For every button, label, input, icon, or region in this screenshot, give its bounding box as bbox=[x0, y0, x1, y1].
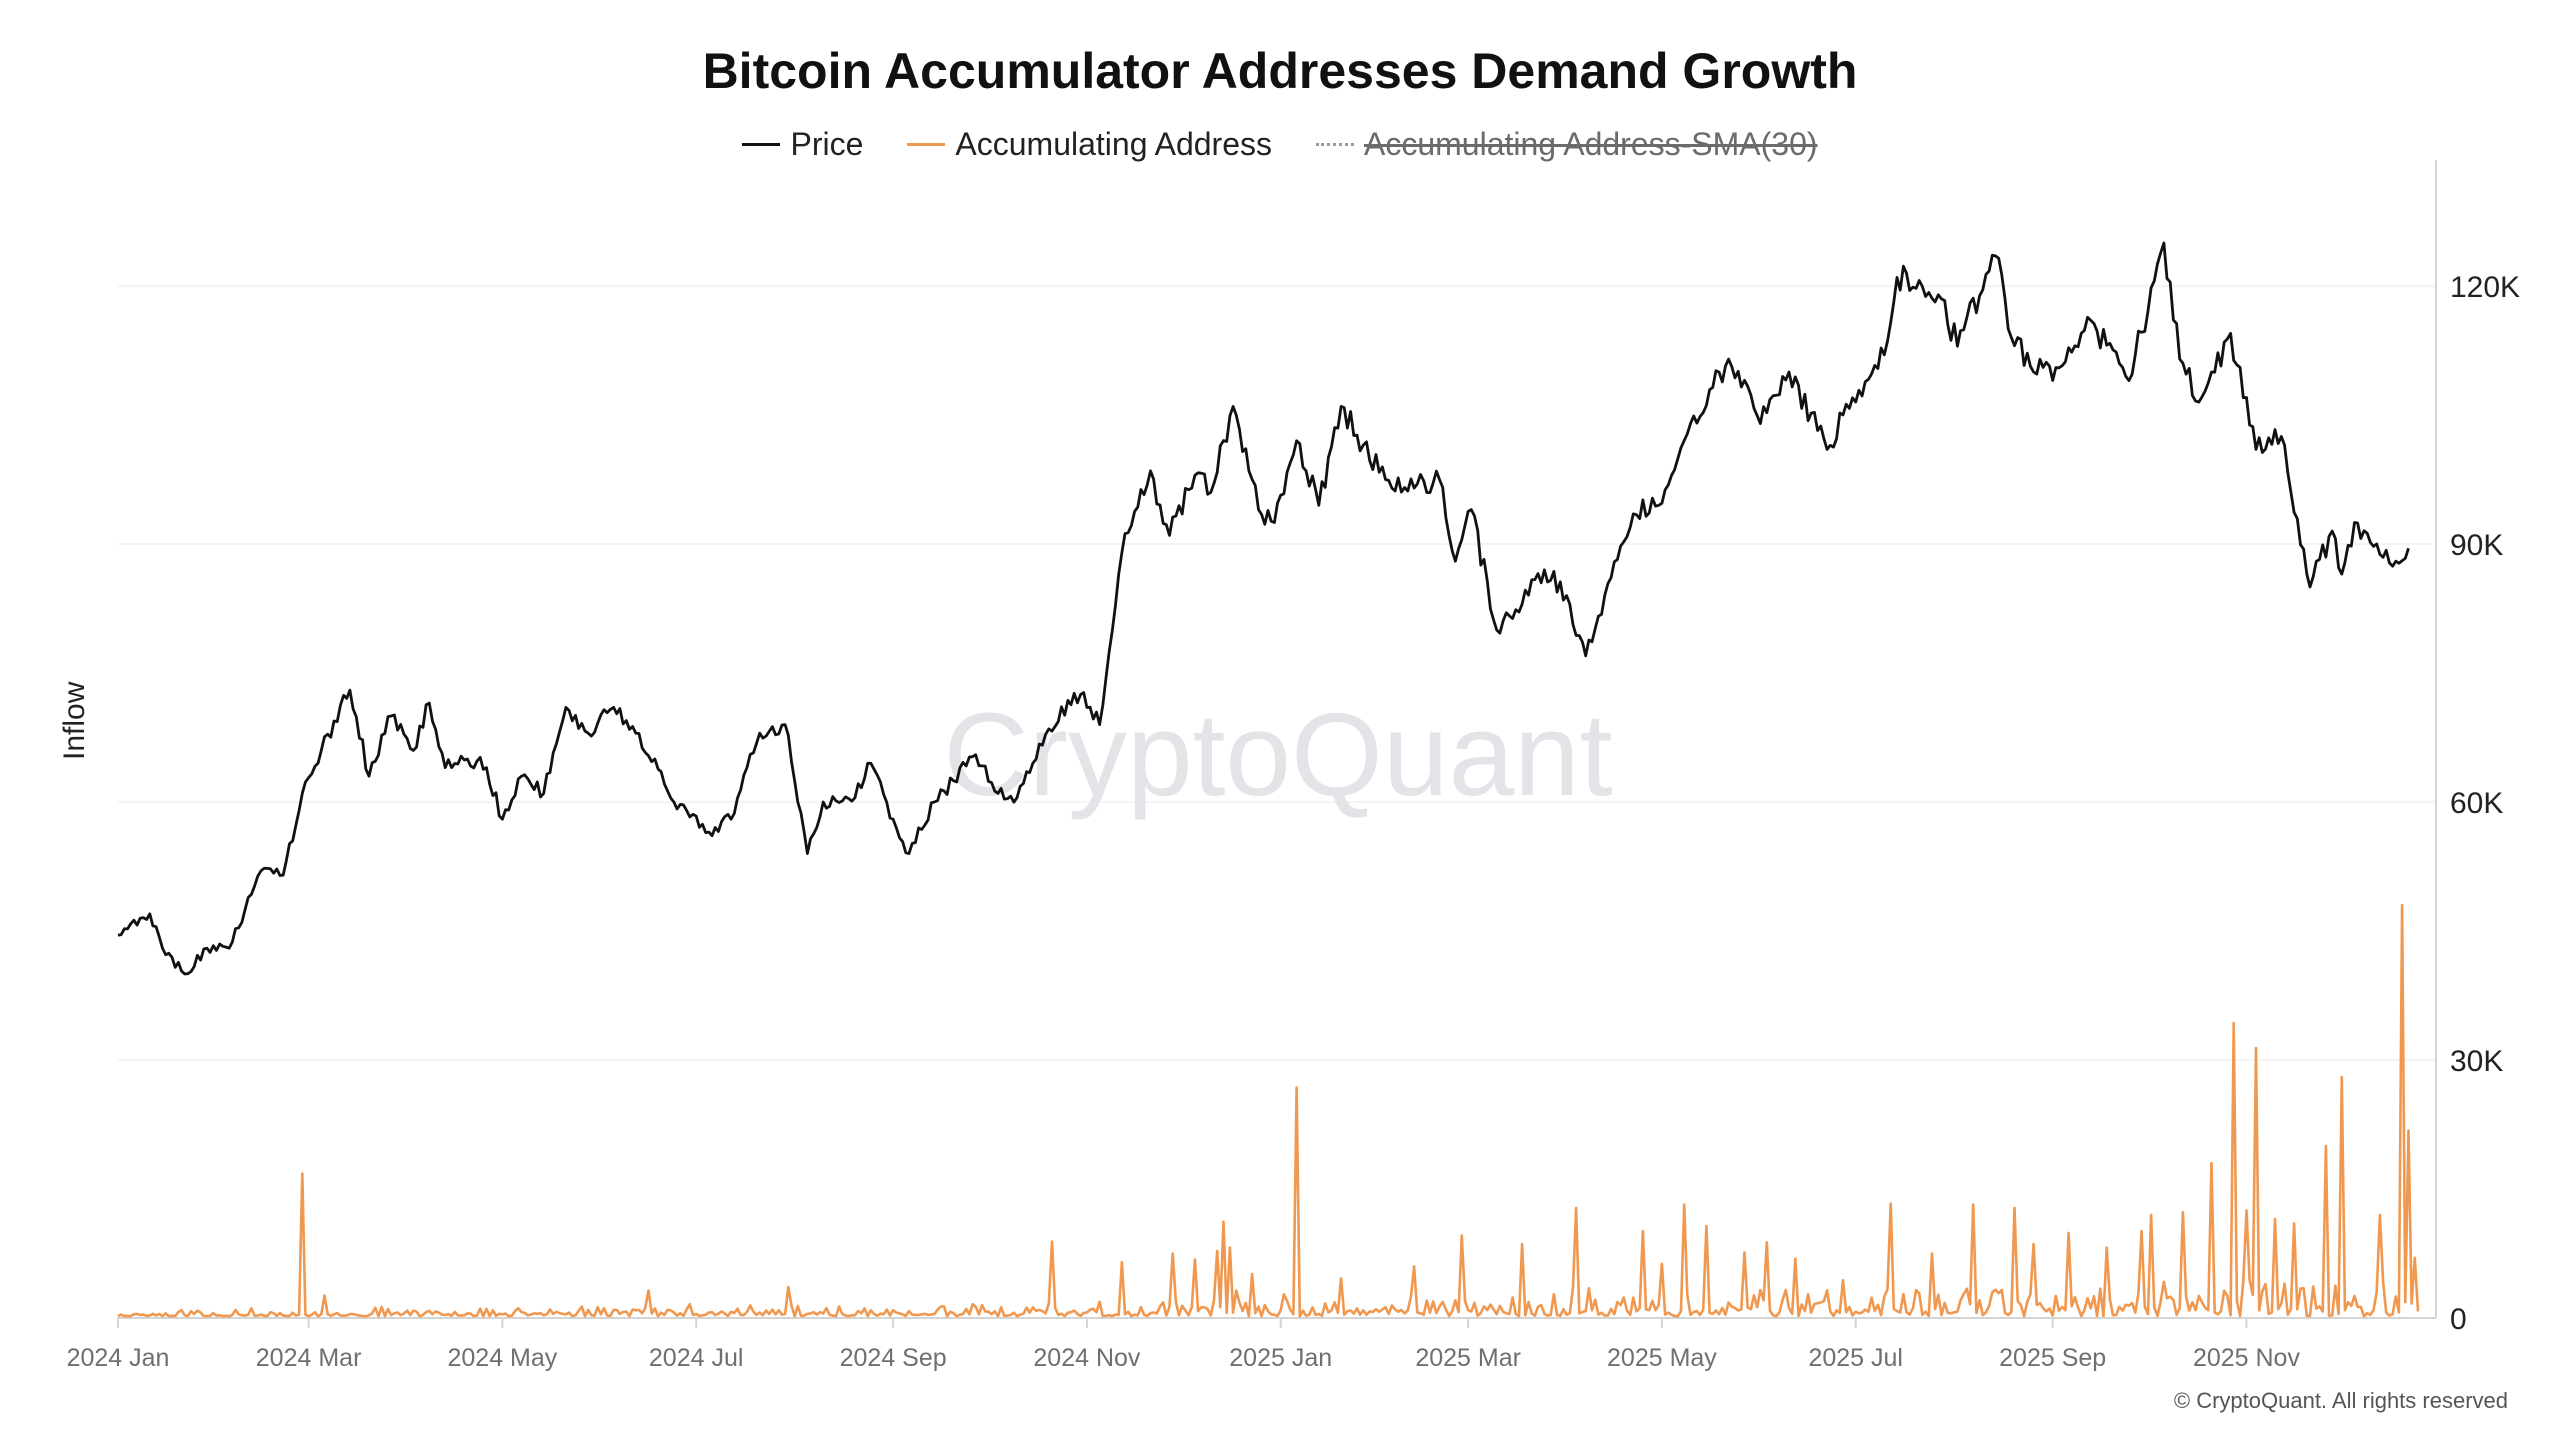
watermark-text: CryptoQuant bbox=[944, 689, 1613, 821]
y-tick-label: 90K bbox=[2450, 529, 2503, 562]
chart-title: Bitcoin Accumulator Addresses Demand Gro… bbox=[702, 43, 1858, 99]
series-line-price bbox=[117, 241, 2410, 976]
x-tick-label: 2024 Jul bbox=[649, 1344, 744, 1372]
series-line-accumulating-address bbox=[117, 903, 2420, 1318]
x-tick-label: 2024 Sep bbox=[840, 1344, 947, 1372]
legend-label-price: Price bbox=[790, 126, 864, 162]
copyright-notice: © CryptoQuant. All rights reserved bbox=[2173, 1388, 2508, 1413]
legend: Price Accumulating Address Accumulating … bbox=[0, 126, 2560, 163]
legend-item-accumulating-address[interactable]: Accumulating Address bbox=[907, 126, 1272, 163]
x-tick-label: 2025 Nov bbox=[2193, 1344, 2301, 1372]
x-tick-label: 2024 Jan bbox=[67, 1344, 170, 1372]
legend-item-sma30[interactable]: Accumulating Address-SMA(30) bbox=[1316, 126, 1818, 163]
legend-label-accumulating-address: Accumulating Address bbox=[955, 126, 1272, 162]
y-tick-label: 30K bbox=[2450, 1045, 2503, 1078]
legend-label-sma30: Accumulating Address-SMA(30) bbox=[1364, 126, 1818, 162]
x-tick-label: 2025 Jul bbox=[1808, 1344, 1903, 1372]
y-tick-label: 120K bbox=[2450, 271, 2520, 304]
legend-swatch-accumulating-address bbox=[907, 143, 946, 146]
x-tick-label: 2025 Sep bbox=[1999, 1344, 2106, 1372]
x-tick-label: 2024 Mar bbox=[256, 1344, 362, 1372]
x-tick-label: 2024 May bbox=[447, 1344, 557, 1372]
x-tick-label: 2025 Jan bbox=[1229, 1344, 1332, 1372]
y-tick-label: 0 bbox=[2450, 1303, 2467, 1336]
x-tick-label: 2025 May bbox=[1607, 1344, 1717, 1372]
x-axis-ticks: 2024 Jan 2024 Mar 2024 May 2024 Jul 2024 Sep… bbox=[67, 1318, 2301, 1372]
x-tick-label: 2025 Mar bbox=[1415, 1344, 1521, 1372]
legend-item-price[interactable]: Price bbox=[742, 126, 863, 163]
legend-swatch-price bbox=[742, 143, 781, 146]
grid-lines bbox=[118, 285, 2436, 1061]
legend-swatch-sma30 bbox=[1316, 143, 1354, 146]
x-tick-label: 2024 Nov bbox=[1033, 1344, 1141, 1372]
y-axis-ticks: 0 30K 60K 90K 120K bbox=[2450, 271, 2520, 1336]
y-tick-label: 60K bbox=[2450, 787, 2503, 820]
